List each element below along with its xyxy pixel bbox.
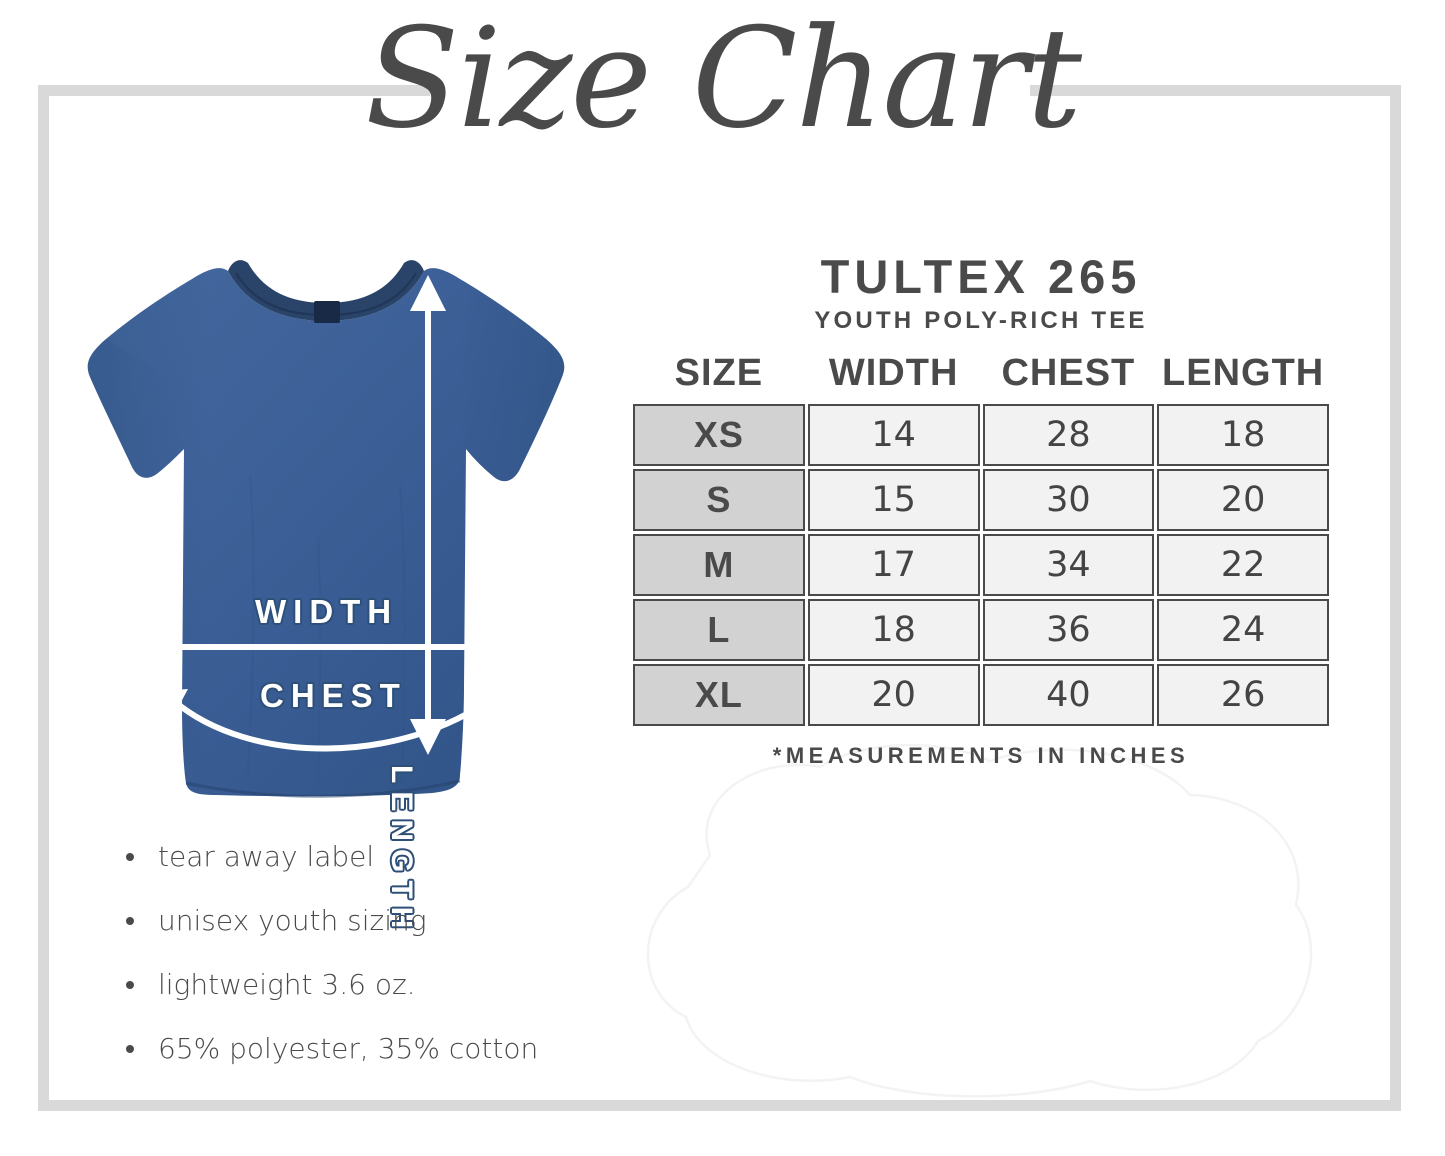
cell-width: 15 xyxy=(807,468,980,531)
list-item: tear away label xyxy=(124,840,594,873)
column-header-width: WIDTH xyxy=(828,351,959,394)
tshirt-collar xyxy=(228,260,424,321)
column-header-length: LENGTH xyxy=(1162,351,1325,394)
bullet-icon xyxy=(126,981,134,989)
cloud-watermark xyxy=(646,743,1313,1098)
measurements-note: *MEASUREMENTS IN INCHES xyxy=(772,742,1190,768)
size-table-panel: TULTEX 265 YOUTH POLY-RICH TEE SIZE WIDT… xyxy=(630,250,1332,769)
cell-chest: 36 xyxy=(982,598,1155,661)
cell-chest: 34 xyxy=(982,533,1155,596)
feature-text: unisex youth sizing xyxy=(158,904,427,937)
cell-size: M xyxy=(633,533,805,596)
page-title: Size Chart xyxy=(364,0,1082,159)
tshirt-illustration: WIDTH CHEST LENGTH xyxy=(70,235,590,936)
column-header-chest: CHEST xyxy=(1001,351,1136,394)
cell-size: XS xyxy=(633,403,805,466)
cell-chest: 30 xyxy=(982,468,1155,531)
product-name: TULTEX 265 xyxy=(820,250,1142,303)
tshirt-left-sleeve-shade xyxy=(87,339,184,478)
length-arrow xyxy=(410,275,446,755)
table-row: XL 20 40 26 xyxy=(633,663,1329,726)
feature-list: tear away label unisex youth sizing ligh… xyxy=(124,840,594,1096)
cell-size: L xyxy=(633,598,805,661)
table-row: M 17 34 22 xyxy=(633,533,1329,596)
cell-chest: 40 xyxy=(982,663,1155,726)
cell-length: 24 xyxy=(1157,598,1329,661)
cell-chest: 28 xyxy=(982,403,1155,466)
feature-text: 65% polyester, 35% cotton xyxy=(158,1032,539,1065)
list-item: unisex youth sizing xyxy=(124,904,594,937)
product-subtitle: YOUTH POLY-RICH TEE xyxy=(814,306,1148,334)
frame-title-gap xyxy=(430,72,1030,112)
cell-width: 17 xyxy=(807,533,980,596)
tshirt-neck-tag xyxy=(314,301,340,323)
table-row: L 18 36 24 xyxy=(633,598,1329,661)
list-item: 65% polyester, 35% cotton xyxy=(124,1032,594,1065)
cell-length: 26 xyxy=(1157,663,1329,726)
table-row: S 15 30 20 xyxy=(633,468,1329,531)
feature-text: lightweight 3.6 oz. xyxy=(158,968,416,1001)
table-row: XS 14 28 18 xyxy=(633,403,1329,466)
column-header-size: SIZE xyxy=(674,351,764,394)
cell-width: 18 xyxy=(807,598,980,661)
tshirt-hem xyxy=(185,779,461,798)
size-chart-table: SIZE WIDTH CHEST LENGTH XS 14 28 18 S 15… xyxy=(630,349,1332,729)
width-arrow xyxy=(148,633,520,661)
table-header-row: SIZE WIDTH CHEST LENGTH xyxy=(633,352,1329,401)
cell-length: 20 xyxy=(1157,468,1329,531)
cell-size: XL xyxy=(633,663,805,726)
feature-text: tear away label xyxy=(158,840,375,873)
chest-arrow xyxy=(160,687,508,752)
bullet-icon xyxy=(126,917,134,925)
bullet-icon xyxy=(126,853,134,861)
bullet-icon xyxy=(126,1045,134,1053)
cell-width: 20 xyxy=(807,663,980,726)
cell-length: 22 xyxy=(1157,533,1329,596)
tshirt-graphic xyxy=(87,260,565,798)
cell-width: 14 xyxy=(807,403,980,466)
tshirt-body-shading xyxy=(87,268,565,797)
list-item: lightweight 3.6 oz. xyxy=(124,968,594,1001)
cell-size: S xyxy=(633,468,805,531)
cell-length: 18 xyxy=(1157,403,1329,466)
